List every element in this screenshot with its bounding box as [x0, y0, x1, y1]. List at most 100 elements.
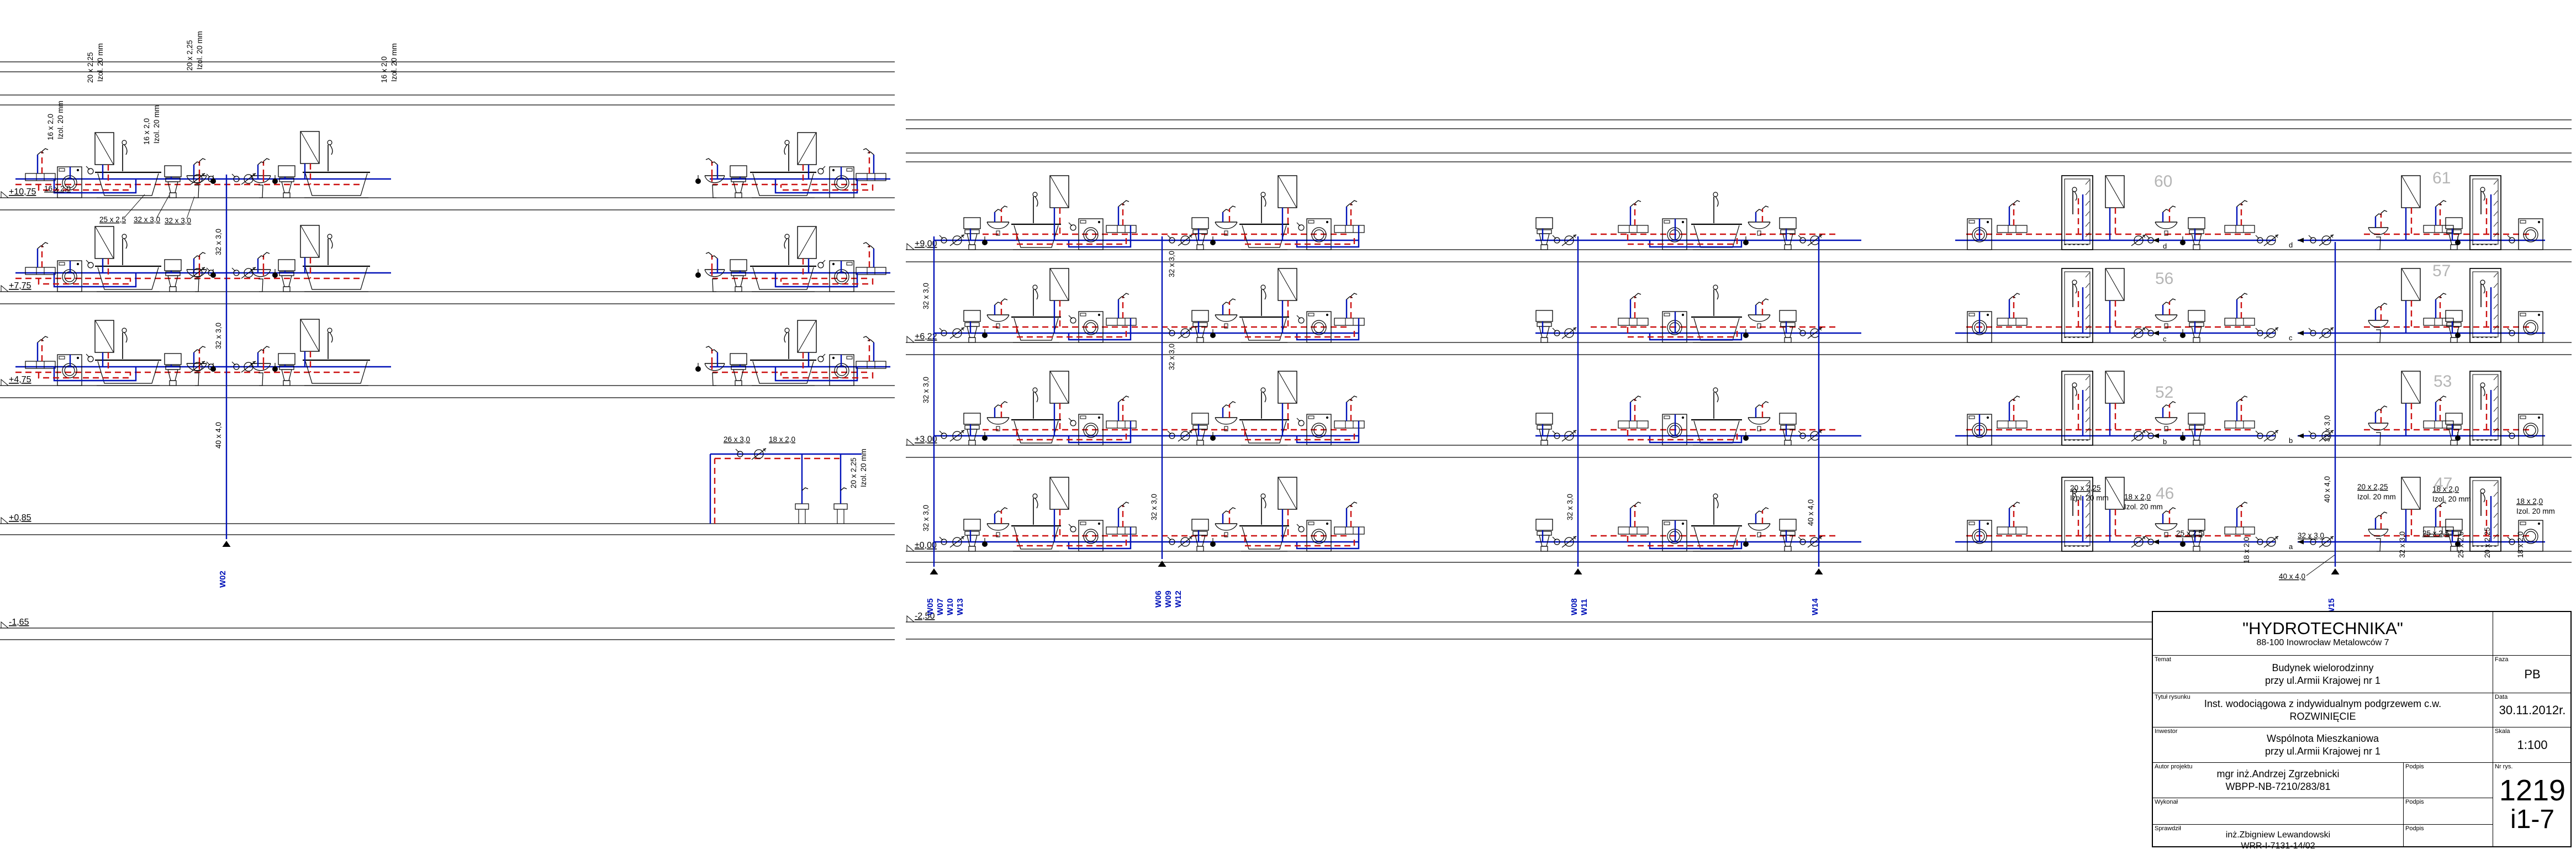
line	[2493, 211, 2498, 217]
line	[2493, 481, 2498, 487]
dim-label: 16 x 2,0	[142, 118, 151, 145]
polyline	[780, 372, 874, 379]
polyline	[2274, 536, 2279, 540]
symbol	[1762, 298, 1769, 302]
symbol	[199, 158, 206, 162]
polyline	[53, 367, 137, 382]
polyline	[1016, 430, 1127, 441]
symbol	[1748, 417, 1771, 425]
fixture-outline	[59, 168, 65, 172]
fixture-outline	[856, 267, 886, 275]
symbol	[2241, 502, 2248, 505]
line	[2085, 513, 2090, 518]
symbol	[1713, 493, 1718, 499]
polyline	[733, 369, 744, 381]
fixture-outline	[2469, 268, 2501, 343]
symbol	[2523, 320, 2538, 335]
fixture-outline	[1540, 244, 1548, 250]
line	[2263, 536, 2279, 548]
symbol	[1634, 396, 1641, 399]
polyline	[1016, 234, 1127, 245]
line	[2493, 407, 2498, 412]
title-block: "HYDROTECHNIKA" 88-100 Inowrocław Metalo…	[2152, 611, 2572, 849]
line	[798, 226, 816, 259]
apartment-number: 56	[2155, 270, 2173, 288]
polyline	[1244, 430, 1355, 441]
line	[1552, 328, 1556, 332]
line	[2493, 304, 2498, 309]
symbol	[994, 209, 1001, 213]
dim-label: 20 x 2,25	[186, 40, 194, 71]
symbol	[193, 349, 200, 353]
polyline	[167, 275, 178, 287]
line	[300, 319, 319, 351]
symbol	[1713, 387, 1718, 393]
autor-line2: WBPP-NB-7210/283/81	[2225, 781, 2331, 792]
symbol	[208, 363, 214, 370]
marker	[2153, 238, 2159, 243]
fixture-outline	[1618, 526, 1649, 535]
fixture-outline	[730, 259, 747, 271]
polyline	[967, 429, 978, 441]
symbol	[1762, 205, 1769, 209]
symbol	[2375, 306, 2382, 310]
symbol	[272, 178, 278, 184]
symbol	[1564, 235, 1574, 245]
fixture-outline	[1757, 426, 1761, 431]
riser-label: W06	[1154, 590, 1163, 608]
sprawdzil-line2: WRR-I-7131-14/02	[2241, 841, 2315, 849]
tytul-line1: Inst. wodociągowa z indywidualnym podgrz…	[2204, 698, 2442, 709]
fixture-outline	[2518, 218, 2543, 250]
line	[2085, 201, 2090, 206]
symbol	[1222, 302, 1229, 305]
symbol	[2480, 280, 2485, 285]
fixture-outline	[1080, 313, 1086, 317]
polyline	[167, 181, 178, 193]
symbol	[1222, 404, 1229, 408]
polyline	[1782, 233, 1793, 245]
line	[1050, 176, 1069, 208]
polyline	[305, 173, 368, 196]
dim-label: 40 x 4,0	[2279, 572, 2305, 581]
line	[821, 354, 826, 358]
symbol	[124, 332, 128, 343]
fixture-outline	[2193, 337, 2200, 343]
symbol	[2013, 293, 2020, 297]
line	[2255, 235, 2260, 239]
line	[2493, 314, 2498, 320]
line	[2105, 477, 2124, 509]
polyline	[201, 173, 205, 177]
symbol	[2266, 235, 2276, 245]
apartment-number: 60	[2154, 172, 2172, 191]
fixture-outline	[1196, 244, 1204, 250]
symbol	[1715, 289, 1719, 300]
symbol	[705, 346, 712, 350]
symbol	[2523, 227, 2538, 242]
riser-label: W10	[946, 598, 955, 615]
line	[2085, 222, 2090, 227]
polyline	[960, 234, 965, 238]
polyline	[2376, 329, 2381, 343]
polyline	[1627, 234, 1738, 245]
symbol	[2009, 296, 2016, 300]
symbol	[840, 487, 847, 491]
fixture-outline	[1664, 313, 1670, 317]
symbol	[2134, 431, 2144, 441]
fixture-outline	[1192, 322, 1208, 327]
symbol	[1001, 401, 1008, 405]
line	[2493, 523, 2498, 529]
symbol	[87, 262, 94, 268]
symbol	[705, 252, 712, 256]
symbol	[1180, 537, 1190, 547]
symbol	[1630, 203, 1637, 207]
fixture-outline	[2469, 175, 2501, 250]
symbol	[2380, 511, 2388, 515]
symbol	[1311, 423, 1327, 438]
symbol	[1122, 396, 1129, 399]
apartment-number: 46	[2156, 484, 2174, 503]
symbol	[2482, 387, 2485, 397]
tytul-line2: ROZWINIĘCIE	[2289, 710, 2356, 722]
line	[2493, 190, 2498, 196]
fixture-outline	[1535, 413, 1553, 425]
symbol	[2169, 401, 2176, 405]
